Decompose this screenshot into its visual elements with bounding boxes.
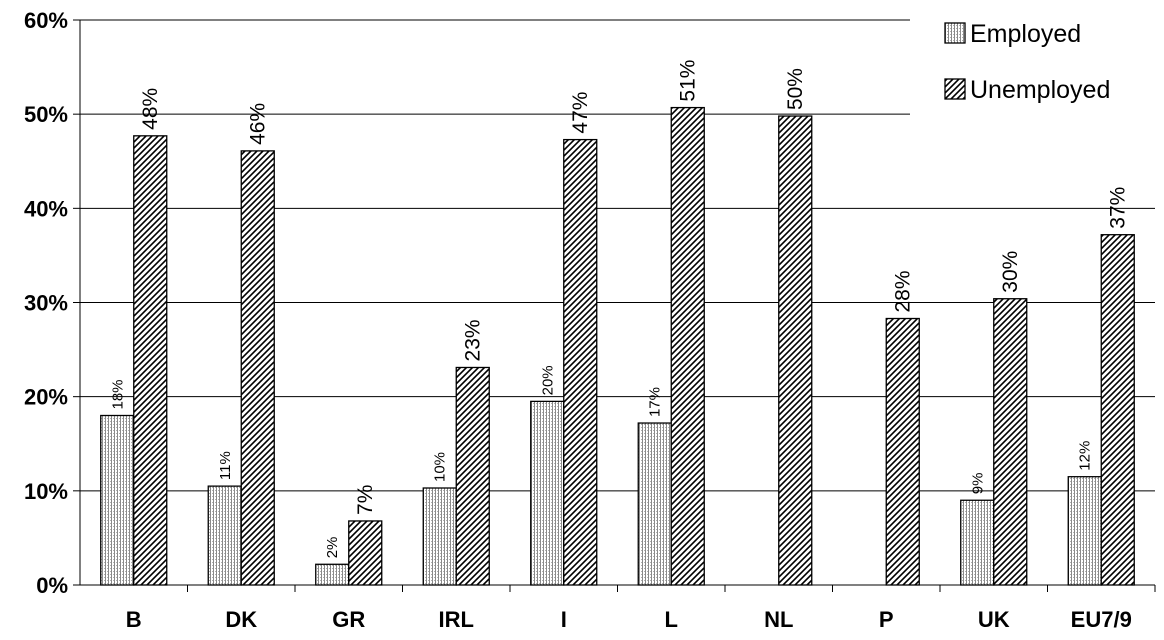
x-tick-label: IRL (439, 607, 474, 632)
data-labels: 18% 48% 11% 46% 2% 7% 10% 23% 20% 47% 17% 51% 50% 28%… (109, 60, 1130, 559)
y-tick-label: 0% (36, 573, 68, 598)
data-label-unemployed: 28% (892, 270, 915, 312)
bar-unemployed (993, 298, 1028, 586)
bar-employed (960, 499, 995, 586)
data-label-unemployed: 46% (247, 103, 270, 145)
bar-employed (1067, 476, 1102, 586)
y-tick-label: 30% (24, 291, 68, 316)
data-label-unemployed: 51% (677, 60, 700, 102)
bar-employed (530, 400, 565, 586)
bar-unemployed (563, 138, 598, 586)
bar-unemployed (455, 366, 490, 586)
data-label-unemployed: 37% (1107, 187, 1130, 229)
bar-employed (100, 414, 135, 586)
x-tick-label: B (126, 607, 142, 632)
data-label-employed: 17% (647, 387, 664, 417)
bar-employed (637, 422, 672, 586)
bar-employed (207, 485, 242, 586)
legend-swatch-employed (944, 22, 966, 44)
bar-unemployed (1100, 234, 1135, 586)
legend: Employed Unemployed (910, 0, 1160, 130)
y-tick-label: 50% (24, 102, 68, 127)
bar-unemployed (240, 150, 275, 586)
data-label-unemployed: 47% (569, 92, 592, 134)
x-tick-label: NL (764, 607, 793, 632)
bar-unemployed (133, 135, 168, 586)
legend-swatch-unemployed (944, 78, 966, 100)
legend-label-unemployed: Unemployed (970, 76, 1110, 104)
x-tick-label: DK (225, 607, 257, 632)
data-label-unemployed: 23% (462, 319, 485, 361)
data-label-employed: 12% (1077, 441, 1094, 471)
y-tick-label: 40% (24, 196, 68, 221)
y-tick-label: 20% (24, 385, 68, 410)
x-tick-label: L (665, 607, 678, 632)
bar-employed (315, 563, 350, 586)
data-label-unemployed: 48% (139, 88, 162, 130)
legend-background (910, 0, 1160, 130)
bar-unemployed (885, 317, 920, 586)
x-tick-label: P (879, 607, 894, 632)
data-label-employed: 9% (969, 473, 986, 495)
bar-unemployed (778, 115, 813, 586)
axes: 0% 10% 20% 30% 40% 50% 60% B DK GR IRL I L NL P UK EU7/9 (24, 8, 1156, 632)
data-label-unemployed: 50% (784, 68, 807, 110)
data-label-employed: 20% (539, 365, 556, 395)
bar-unemployed (348, 520, 383, 586)
x-tick-label: EU7/9 (1071, 607, 1132, 632)
legend-label-employed: Employed (970, 20, 1081, 48)
x-tick-label: I (561, 607, 567, 632)
x-tick-label: GR (332, 607, 365, 632)
bar-employed (422, 487, 457, 586)
data-label-employed: 18% (109, 379, 126, 409)
bar-unemployed (670, 106, 705, 586)
data-label-unemployed: 30% (999, 251, 1022, 293)
data-label-employed: 10% (432, 452, 449, 482)
data-label-employed: 2% (324, 537, 341, 559)
data-label-employed: 11% (217, 451, 234, 480)
data-label-unemployed: 7% (354, 485, 377, 515)
bars (100, 106, 1135, 586)
y-tick-label: 10% (24, 479, 68, 504)
x-tick-label: UK (978, 607, 1010, 632)
y-tick-label: 60% (24, 8, 68, 33)
